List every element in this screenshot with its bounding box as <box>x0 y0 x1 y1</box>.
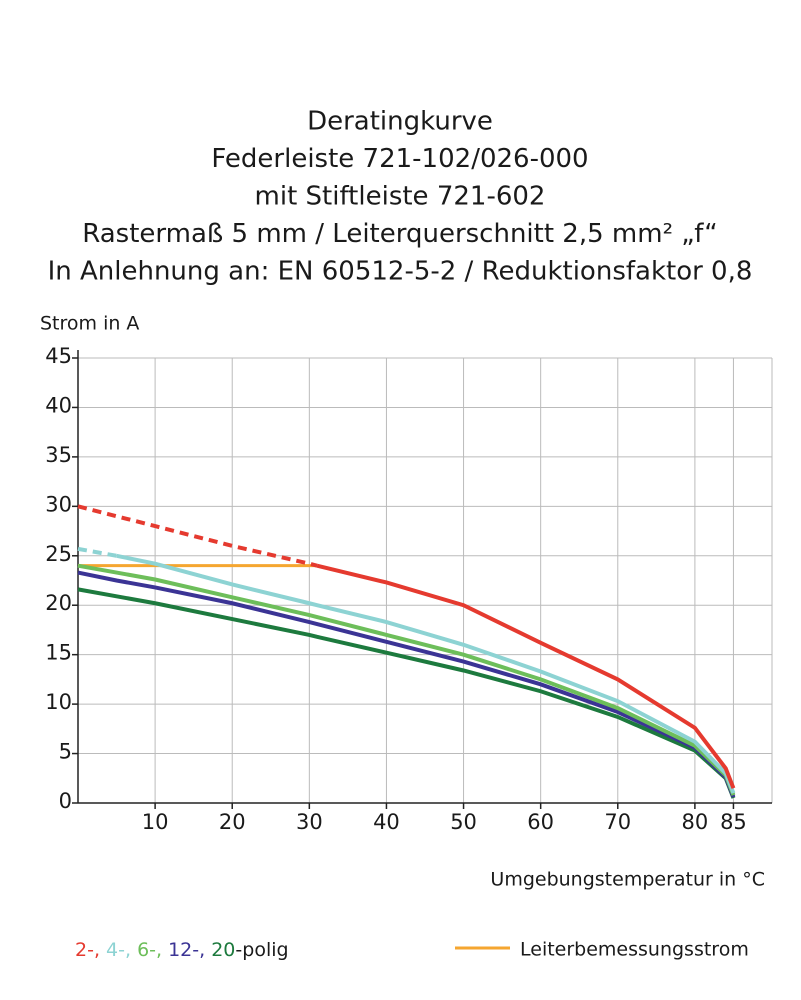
line-extrapolated <box>77 546 117 558</box>
y-axis-label: Strom in A <box>40 313 139 335</box>
chart-title: mit Stiftleiste 721-602 <box>255 182 546 212</box>
legend-entry: 2-, <box>75 939 100 961</box>
x-tick-label: 50 <box>450 810 477 834</box>
x-tick-label: 10 <box>142 810 169 834</box>
x-tick-label: 30 <box>296 810 323 834</box>
legend-suffix: -polig <box>235 939 288 961</box>
legend-entry: Leiterbemessungsstrom <box>520 939 749 961</box>
x-tick-label: 85 <box>720 810 747 834</box>
legend-entry: 20 <box>211 939 235 961</box>
chart-title: Federleiste 721-102/026-000 <box>211 144 588 174</box>
chart-title: Deratingkurve <box>307 107 493 137</box>
x-tick-label: 40 <box>373 810 400 834</box>
x-axis-label: Umgebungstemperatur in °C <box>490 869 765 891</box>
y-tick-label: 40 <box>45 393 72 417</box>
y-tick-label: 5 <box>59 740 72 764</box>
chart-title: In Anlehnung an: EN 60512-5-2 / Reduktio… <box>48 257 753 287</box>
line-series <box>116 553 736 794</box>
x-tick-label: 70 <box>604 810 631 834</box>
line-series <box>77 587 736 799</box>
legend: 2-, 4-, 6-, 12-, 20-polig <box>75 939 289 961</box>
line-extrapolated <box>77 504 318 568</box>
chart-title: Rastermaß 5 mm / Leiterquerschnitt 2,5 m… <box>82 219 717 249</box>
y-tick-label: 45 <box>45 344 72 368</box>
x-tick-label: 20 <box>219 810 246 834</box>
y-tick-label: 25 <box>45 542 72 566</box>
y-tick-label: 15 <box>45 641 72 665</box>
legend-entry: 4-, <box>106 939 131 961</box>
legend-entry: 12-, <box>168 939 205 961</box>
y-tick-label: 20 <box>45 591 72 615</box>
legend-entry: 6-, <box>137 939 162 961</box>
x-tick-label: 80 <box>682 810 709 834</box>
y-tick-label: 35 <box>45 443 72 467</box>
line-series <box>316 563 736 789</box>
y-tick-label: 30 <box>45 492 72 516</box>
y-tick-label: 10 <box>45 690 72 714</box>
line-series <box>77 563 736 796</box>
y-tick-label: 0 <box>59 789 72 813</box>
x-tick-label: 60 <box>527 810 554 834</box>
